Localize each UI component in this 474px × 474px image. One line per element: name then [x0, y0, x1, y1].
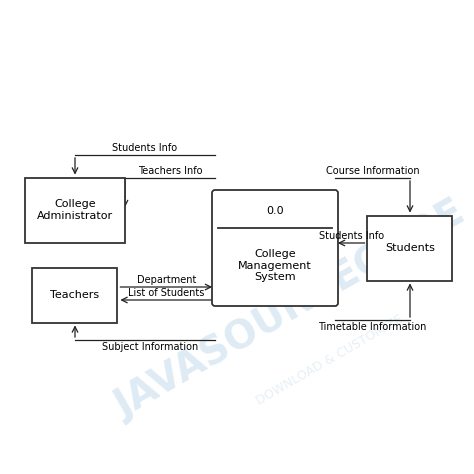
- Text: Timetable Information: Timetable Information: [319, 322, 427, 332]
- Text: Teachers: Teachers: [50, 290, 100, 300]
- Text: Students: Students: [385, 243, 435, 253]
- FancyBboxPatch shape: [212, 190, 338, 306]
- Text: Teachers Info: Teachers Info: [138, 166, 202, 176]
- Text: Department: Department: [137, 275, 196, 285]
- Text: JAVASOURCECODE: JAVASOURCECODE: [108, 194, 472, 426]
- Bar: [33, 267, 118, 322]
- Bar: [25, 177, 125, 243]
- Bar: [367, 216, 453, 281]
- Text: Students Info: Students Info: [319, 231, 384, 241]
- Text: Subject Information: Subject Information: [102, 342, 198, 352]
- Text: College
Administrator: College Administrator: [37, 199, 113, 221]
- Text: Course Information: Course Information: [326, 166, 419, 176]
- Text: List of Students: List of Students: [128, 288, 204, 298]
- Text: 0.0: 0.0: [266, 206, 284, 216]
- Text: Students Info: Students Info: [112, 143, 178, 153]
- Text: DOWNLOAD & CUSTOMIZE: DOWNLOAD & CUSTOMIZE: [254, 312, 406, 408]
- Text: College
Management
System: College Management System: [238, 249, 312, 282]
